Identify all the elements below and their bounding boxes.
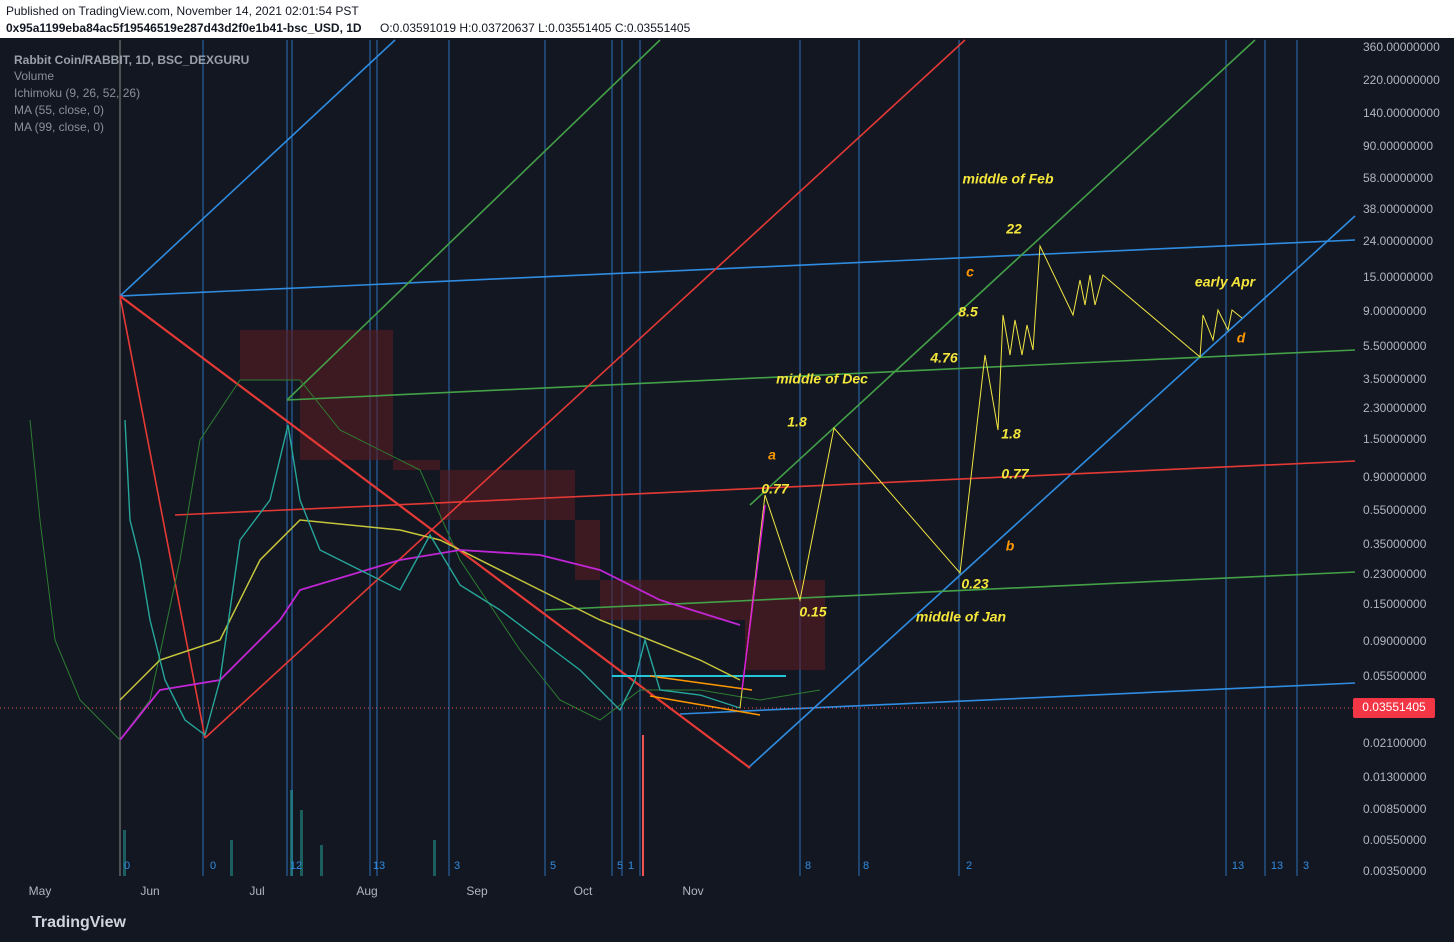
price-label: 90.00000000 (1363, 139, 1433, 153)
price-label: 0.05500000 (1363, 669, 1427, 683)
price-label: 2.30000000 (1363, 401, 1427, 415)
cycle-label: 3 (1303, 860, 1309, 872)
time-label: May (29, 884, 52, 898)
footer-logo: TradingView (32, 914, 127, 931)
price-label: 360.00000000 (1363, 40, 1440, 54)
annotation: early Apr (1195, 274, 1257, 290)
annotation: 1.8 (1001, 426, 1021, 442)
header-bar (0, 0, 1454, 38)
cycle-label: 8 (863, 860, 869, 872)
price-label: 0.35000000 (1363, 537, 1427, 551)
price-label: 3.50000000 (1363, 372, 1427, 386)
price-label: 9.00000000 (1363, 304, 1427, 318)
price-label: 1.50000000 (1363, 432, 1427, 446)
annotation: 0.77 (761, 481, 789, 497)
price-label: 0.55000000 (1363, 503, 1427, 517)
current-price: 0.03551405 (1362, 700, 1426, 714)
annotation: 22 (1005, 221, 1022, 237)
cycle-label: 0 (210, 860, 216, 872)
cycle-label: 2 (966, 860, 972, 872)
annotation: 0.15 (799, 604, 826, 620)
ohlc: O:0.03591019 H:0.03720637 L:0.03551405 C… (380, 21, 691, 35)
time-label: Sep (466, 884, 488, 898)
price-label: 0.23000000 (1363, 567, 1427, 581)
price-label: 58.00000000 (1363, 171, 1433, 185)
price-label: 0.00850000 (1363, 802, 1427, 816)
cycle-label: 8 (805, 860, 811, 872)
price-label: 24.00000000 (1363, 234, 1433, 248)
cycle-label: 5 (617, 860, 623, 872)
annotation: middle of Jan (916, 609, 1006, 625)
symbol: 0x95a1199eba84ac5f19546519e287d43d2f0e1b… (6, 21, 362, 35)
cycle-label: 0 (124, 860, 130, 872)
time-label: Oct (574, 884, 593, 898)
footer (0, 905, 1454, 942)
price-label: 15.00000000 (1363, 270, 1433, 284)
annotation: 8.5 (958, 304, 978, 320)
current-price-box (1353, 698, 1435, 718)
cycle-label: 1 (628, 860, 634, 872)
cycle-label: 12 (290, 860, 302, 872)
cycle-label: 5 (550, 860, 556, 872)
price-label: 0.00350000 (1363, 864, 1427, 878)
cycle-label: 13 (373, 860, 385, 872)
annotation: middle of Dec (776, 371, 868, 387)
annotation: a (768, 447, 776, 463)
price-label: 5.50000000 (1363, 339, 1427, 353)
time-label: Jun (140, 884, 159, 898)
legend-item: MA (99, close, 0) (14, 120, 104, 134)
price-label: 0.00550000 (1363, 833, 1427, 847)
price-label: 220.00000000 (1363, 73, 1440, 87)
annotation: 4.76 (929, 350, 957, 366)
cycle-label: 3 (454, 860, 460, 872)
legend-item: MA (55, close, 0) (14, 103, 104, 117)
legend-item: Ichimoku (9, 26, 52, 26) (14, 86, 140, 100)
time-label: Aug (356, 884, 377, 898)
price-label: 0.01300000 (1363, 770, 1427, 784)
time-label: Nov (682, 884, 703, 898)
price-label: 0.15000000 (1363, 597, 1427, 611)
annotation: b (1006, 538, 1015, 554)
time-label: Jul (249, 884, 264, 898)
drawings (0, 39, 1356, 876)
price-label: 0.09000000 (1363, 634, 1427, 648)
annotation: 1.8 (787, 414, 807, 430)
published: Published on TradingView.com, November 1… (6, 4, 359, 18)
annotation: 0.77 (1001, 466, 1029, 482)
price-label: 0.02100000 (1363, 736, 1427, 750)
price-label: 0.90000000 (1363, 470, 1427, 484)
annotation: 0.23 (961, 576, 988, 592)
legend-item: Volume (14, 69, 54, 83)
cycle-label: 13 (1271, 860, 1283, 872)
price-label: 140.00000000 (1363, 106, 1440, 120)
annotation: d (1237, 330, 1246, 346)
annotation: middle of Feb (963, 171, 1054, 187)
price-label: 38.00000000 (1363, 202, 1433, 216)
legend-item: Rabbit Coin/RABBIT, 1D, BSC_DEXGURU (14, 53, 249, 67)
annotation: c (966, 264, 974, 280)
cycle-label: 13 (1232, 860, 1244, 872)
